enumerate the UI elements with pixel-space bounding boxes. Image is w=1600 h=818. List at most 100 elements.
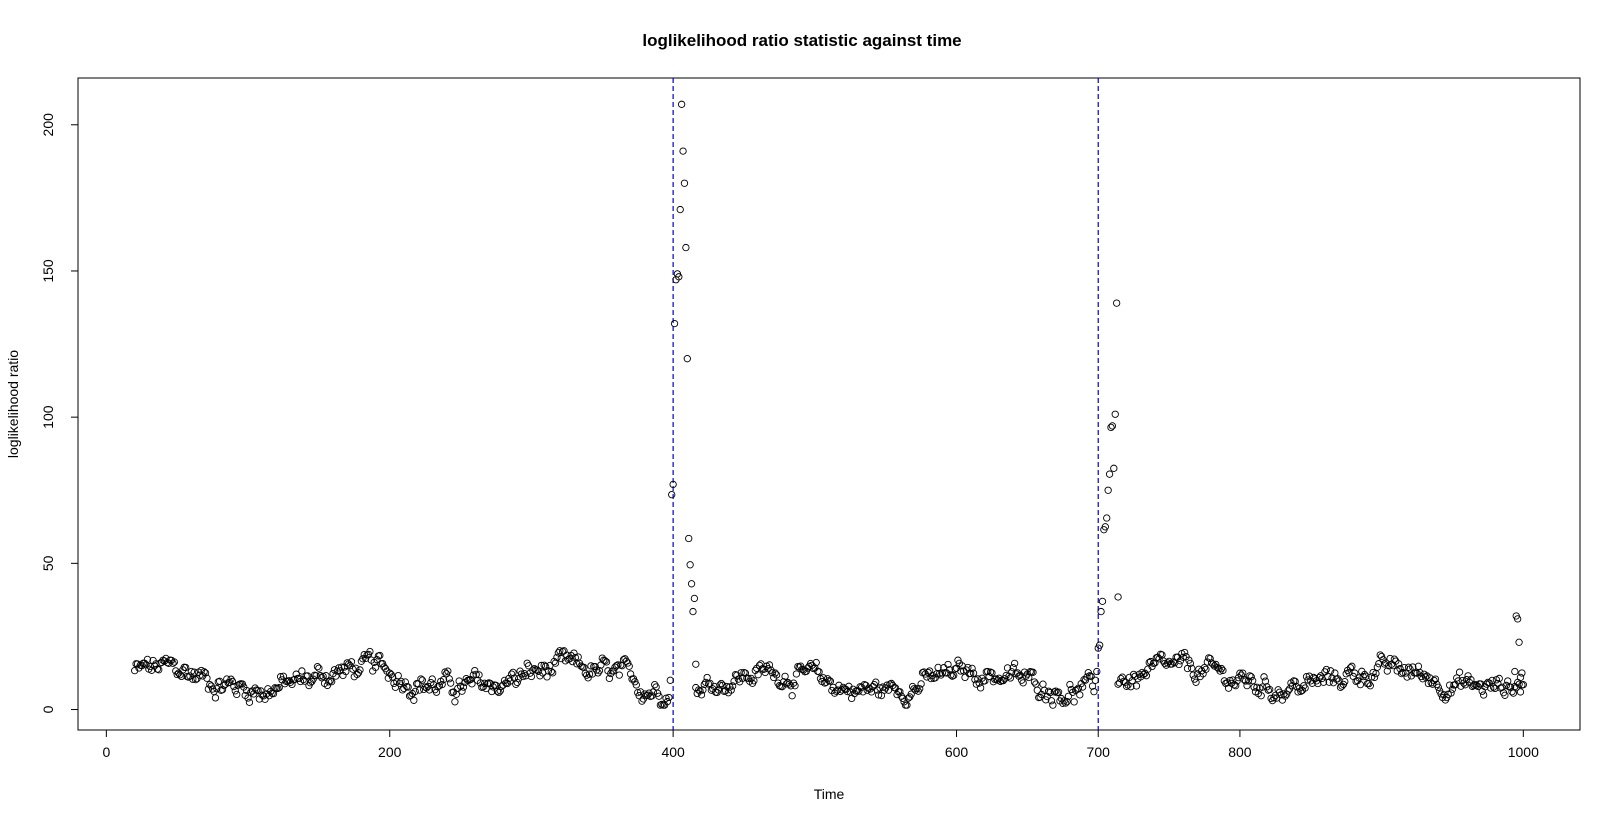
data-point bbox=[1001, 675, 1009, 683]
data-point bbox=[1421, 673, 1430, 681]
data-point bbox=[233, 690, 241, 699]
data-point bbox=[1370, 673, 1379, 682]
data-point bbox=[371, 663, 380, 672]
data-point bbox=[872, 678, 880, 686]
data-point bbox=[1346, 664, 1355, 672]
x-tick-label: 800 bbox=[1228, 744, 1252, 760]
data-point bbox=[540, 661, 548, 669]
data-point bbox=[1348, 662, 1356, 670]
data-point bbox=[699, 686, 707, 694]
data-point bbox=[1033, 686, 1041, 694]
data-point bbox=[444, 667, 452, 675]
data-point bbox=[1112, 299, 1121, 307]
data-point bbox=[981, 677, 989, 685]
data-point bbox=[1461, 681, 1469, 689]
data-point bbox=[689, 607, 697, 616]
data-point bbox=[534, 667, 543, 675]
data-point bbox=[418, 676, 426, 684]
data-point bbox=[169, 659, 177, 667]
data-point bbox=[1488, 676, 1496, 685]
data-point bbox=[771, 669, 779, 677]
data-point bbox=[1110, 464, 1118, 472]
data-point bbox=[213, 685, 221, 693]
data-point bbox=[190, 668, 198, 676]
data-point bbox=[1509, 689, 1518, 697]
data-point bbox=[1186, 659, 1194, 668]
data-point bbox=[394, 671, 402, 680]
data-point bbox=[1249, 677, 1257, 685]
data-point bbox=[274, 684, 282, 693]
data-point bbox=[459, 683, 468, 691]
data-point bbox=[1206, 654, 1214, 663]
data-point bbox=[447, 679, 455, 687]
data-point bbox=[615, 671, 623, 679]
data-point bbox=[1243, 681, 1251, 690]
data-point bbox=[315, 664, 323, 672]
y-tick-label: 150 bbox=[40, 259, 56, 283]
data-point bbox=[1362, 672, 1370, 680]
data-point bbox=[556, 647, 564, 655]
data-point bbox=[1003, 664, 1012, 672]
data-point bbox=[1397, 669, 1406, 678]
data-point bbox=[1355, 674, 1363, 682]
data-point bbox=[1514, 615, 1522, 623]
data-point bbox=[663, 697, 672, 706]
data-point bbox=[1241, 677, 1250, 685]
data-point bbox=[1047, 697, 1056, 705]
data-point bbox=[1375, 660, 1383, 668]
data-point bbox=[666, 676, 674, 684]
data-point bbox=[1300, 682, 1308, 690]
data-point bbox=[874, 691, 883, 699]
data-point bbox=[605, 674, 614, 683]
data-point bbox=[1341, 677, 1349, 686]
data-point bbox=[1122, 682, 1131, 690]
data-point bbox=[1107, 423, 1115, 432]
data-point bbox=[1044, 687, 1053, 695]
data-point bbox=[677, 100, 686, 108]
data-point bbox=[652, 683, 660, 691]
data-point bbox=[832, 687, 840, 695]
data-point bbox=[547, 667, 555, 676]
plot-frame bbox=[77, 77, 1581, 731]
data-point bbox=[595, 667, 604, 675]
data-point bbox=[682, 243, 690, 252]
data-point bbox=[984, 667, 992, 676]
data-point bbox=[1066, 680, 1074, 689]
data-point bbox=[471, 666, 479, 675]
data-point bbox=[614, 661, 622, 669]
data-point bbox=[391, 683, 400, 691]
data-point bbox=[1192, 678, 1200, 686]
data-point bbox=[1373, 663, 1382, 671]
data-point bbox=[665, 693, 673, 702]
data-point bbox=[685, 534, 693, 543]
data-point bbox=[971, 675, 979, 684]
data-point bbox=[826, 677, 835, 685]
data-point bbox=[1322, 665, 1331, 674]
data-point bbox=[815, 668, 823, 676]
data-point bbox=[537, 661, 546, 670]
data-point bbox=[1390, 655, 1399, 663]
chart-title: loglikelihood ratio statistic against ti… bbox=[642, 31, 961, 50]
data-point bbox=[1479, 691, 1488, 699]
data-point bbox=[432, 688, 441, 696]
data-point bbox=[1087, 672, 1095, 681]
data-point bbox=[325, 678, 333, 686]
data-point bbox=[155, 666, 163, 674]
data-point bbox=[1501, 691, 1509, 699]
data-point bbox=[1359, 672, 1367, 681]
data-point bbox=[910, 685, 918, 693]
data-point bbox=[1064, 692, 1073, 700]
data-point bbox=[1030, 678, 1039, 686]
data-point bbox=[557, 654, 565, 663]
data-point bbox=[1519, 681, 1527, 689]
data-point bbox=[1489, 683, 1498, 691]
data-point bbox=[1345, 668, 1353, 677]
data-point bbox=[945, 666, 954, 674]
data-point bbox=[295, 674, 303, 682]
data-point bbox=[200, 668, 208, 676]
data-point bbox=[360, 650, 368, 659]
data-point bbox=[716, 681, 724, 689]
data-point bbox=[191, 676, 200, 684]
data-point bbox=[533, 666, 541, 674]
data-point bbox=[1511, 667, 1519, 676]
